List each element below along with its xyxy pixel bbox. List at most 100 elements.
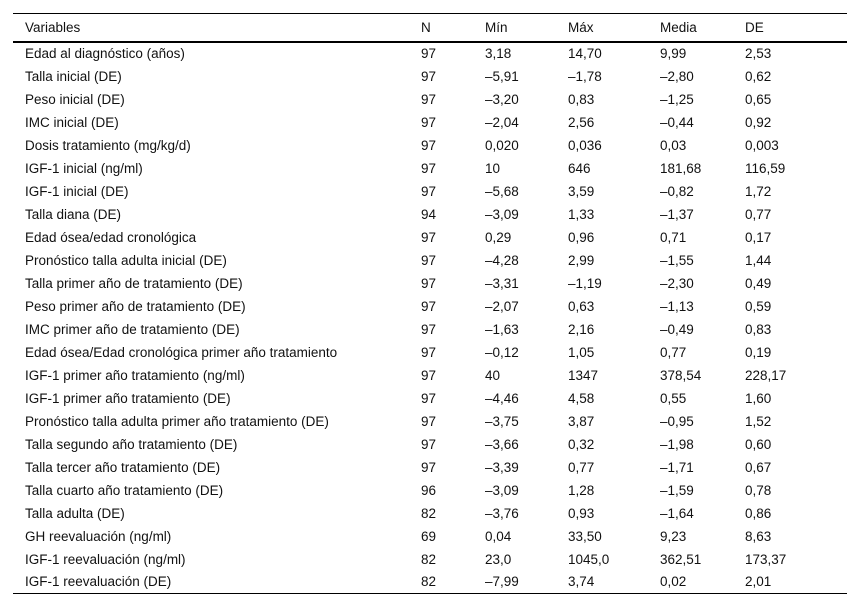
table-row: IMC inicial (DE) 97 –2,04 2,56 –0,44 0,92 [13,111,847,134]
statistics-table: Variables N Mín Máx Media DE Edad al dia… [13,13,847,594]
cell-n: 97 [421,229,437,245]
cell-max: 0,63 [568,298,595,314]
cell-min: –1,63 [485,321,519,337]
cell-max: 2,16 [568,321,595,337]
cell-min: –0,12 [485,344,519,360]
cell-n: 94 [421,206,437,222]
table-row: Pronóstico talla adulta primer año trata… [13,410,847,433]
cell-max: 2,99 [568,252,595,268]
cell-min: 0,020 [485,137,519,153]
cell-n: 97 [421,298,437,314]
cell-media: 9,99 [660,46,687,61]
cell-de: 0,86 [745,505,772,521]
cell-min: –2,07 [485,298,519,314]
table-row: Talla diana (DE) 94 –3,09 1,33 –1,37 0,77 [13,203,847,226]
cell-variable: Edad ósea/edad cronológica [25,229,197,245]
cell-max: 3,74 [568,570,660,594]
cell-n: 97 [421,68,437,84]
table-row: Edad al diagnóstico (años) 97 3,18 14,70 9,9… [13,42,847,65]
cell-variable: IGF-1 primer año tratamiento (DE) [25,390,231,406]
statistics-table-container: Variables N Mín Máx Media DE Edad al dia… [13,13,847,594]
cell-variable: Talla primer año de tratamiento (DE) [25,275,243,291]
cell-media: –1,37 [660,206,694,222]
table-row: Dosis tratamiento (mg/kg/d) 97 0,020 0,036 0… [13,134,847,157]
cell-min: –3,09 [485,206,519,222]
cell-media: 378,54 [660,367,702,383]
cell-n: 97 [421,183,437,199]
cell-n: 97 [421,252,437,268]
column-header-n: N [421,13,485,43]
cell-n: 96 [421,482,437,498]
cell-n: 69 [421,528,437,544]
table-row: IMC primer año de tratamiento (DE) 97 –1,6… [13,318,847,341]
table-row: IGF-1 reevaluación (DE) 82 –7,99 3,74 0,02 2,… [13,570,847,594]
cell-de: 0,77 [745,206,772,222]
cell-media: –2,80 [660,68,694,84]
cell-de: 1,72 [745,183,772,199]
cell-n: 97 [421,91,437,107]
table-header: Variables N Mín Máx Media DE [13,13,847,43]
cell-media: –1,71 [660,459,694,475]
cell-de: 0,78 [745,482,772,498]
cell-min: –3,09 [485,482,519,498]
cell-max: 3,87 [568,413,595,429]
cell-min: 23,0 [485,551,512,567]
cell-max: 1347 [568,367,599,383]
cell-variable: Talla adulta (DE) [25,505,125,521]
cell-min: –4,46 [485,390,519,406]
cell-de: 2,53 [745,46,772,61]
table-row: IGF-1 reevaluación (ng/ml) 82 23,0 1045,0 36… [13,548,847,571]
cell-n: 97 [421,114,437,130]
table-row: Talla tercer año tratamiento (DE) 97 –3,39… [13,456,847,479]
table-row: Talla inicial (DE) 97 –5,91 –1,78 –2,80 0,62 [13,65,847,88]
cell-de: 2,01 [745,570,847,594]
cell-media: –0,49 [660,321,694,337]
cell-variable: IGF-1 reevaluación (DE) [13,570,421,594]
cell-min: –3,39 [485,459,519,475]
cell-n: 97 [421,459,437,475]
cell-max: 0,96 [568,229,595,245]
cell-max: 0,036 [568,137,602,153]
cell-min: –3,20 [485,91,519,107]
cell-max: 1,33 [568,206,595,222]
cell-n: 97 [421,344,437,360]
cell-n: 82 [421,551,437,567]
cell-n: 97 [421,160,437,176]
cell-variable: Pronóstico talla adulta primer año trata… [25,413,329,429]
table-row: Talla adulta (DE) 82 –3,76 0,93 –1,64 0,86 [13,502,847,525]
cell-min: –3,31 [485,275,519,291]
cell-media: 0,71 [660,229,687,245]
cell-min: –7,99 [485,570,568,594]
cell-max: –1,78 [568,68,602,84]
cell-max: 2,56 [568,114,595,130]
cell-n: 97 [421,275,437,291]
cell-min: 0,04 [485,528,512,544]
cell-max: 0,32 [568,436,595,452]
cell-media: 0,77 [660,344,687,360]
cell-max: –1,19 [568,275,602,291]
table-row: Peso inicial (DE) 97 –3,20 0,83 –1,25 0,65 [13,88,847,111]
cell-media: –0,95 [660,413,694,429]
cell-variable: Edad al diagnóstico (años) [25,46,185,61]
cell-de: 0,60 [745,436,772,452]
table-row: Talla segundo año tratamiento (DE) 97 –3,6… [13,433,847,456]
cell-variable: IGF-1 primer año tratamiento (ng/ml) [25,367,245,383]
cell-min: 40 [485,367,501,383]
column-header-media: Media [660,13,745,43]
cell-media: –1,13 [660,298,694,314]
cell-variable: Pronóstico talla adulta inicial (DE) [25,252,227,268]
cell-max: 0,93 [568,505,595,521]
cell-de: 0,83 [745,321,772,337]
cell-variable: GH reevaluación (ng/ml) [25,528,172,544]
cell-media: –1,59 [660,482,694,498]
cell-variable: Talla diana (DE) [25,206,122,222]
table-body: Edad al diagnóstico (años) 97 3,18 14,70 9,9… [13,42,847,594]
cell-media: 0,02 [660,570,745,594]
cell-de: 0,003 [745,137,779,153]
cell-min: 10 [485,160,501,176]
cell-max: 33,50 [568,528,602,544]
table-row: IGF-1 primer año tratamiento (DE) 97 –4,46… [13,387,847,410]
cell-de: 0,49 [745,275,772,291]
cell-de: 228,17 [745,367,787,383]
cell-variable: IGF-1 inicial (ng/ml) [25,160,143,176]
